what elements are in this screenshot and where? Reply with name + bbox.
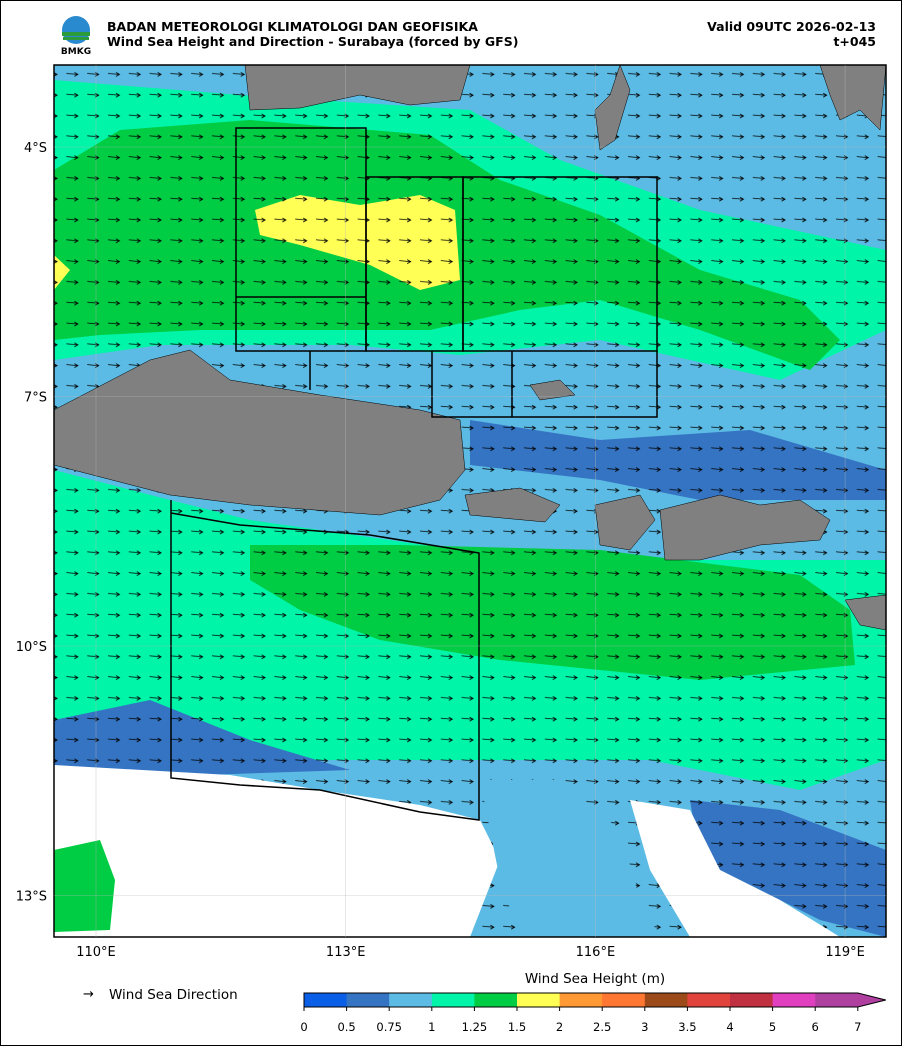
- colorbar-tick-label: 2.5: [593, 1020, 611, 1034]
- colorbar-swatch: [772, 993, 816, 1007]
- title: Wind Sea Height and Direction - Surabaya…: [107, 34, 518, 49]
- map: [54, 65, 886, 937]
- colorbar-swatch: [602, 993, 646, 1007]
- colorbar-outline: [303, 992, 886, 1008]
- valid-time: Valid 09UTC 2026-02-13: [707, 19, 876, 34]
- colorbar-tick-label: 0: [300, 1020, 307, 1034]
- colorbar-tick-label: 5: [769, 1020, 776, 1034]
- colorbar-swatch: [730, 993, 774, 1007]
- lat-label: 10°S: [16, 640, 47, 655]
- colorbar-extend: [857, 993, 886, 1007]
- colorbar-tick-label: 6: [812, 1020, 819, 1034]
- colorbar-tick-label: 7: [854, 1020, 861, 1034]
- logo-text: BMKG: [61, 47, 91, 57]
- lat-label: 4°S: [24, 141, 47, 156]
- colorbar: 0 0.5 0.75 1 1.25 1.5 2 2.5 3 3.5 4 5 6 7: [300, 992, 886, 1034]
- colorbar-swatch: [346, 993, 390, 1007]
- colorbar-swatch: [474, 993, 518, 1007]
- colorbar-tick-label: 3.5: [678, 1020, 696, 1034]
- colorbar-tick-label: 3: [641, 1020, 648, 1034]
- lon-label: 113°E: [326, 945, 366, 960]
- colorbar-title: Wind Sea Height (m): [525, 971, 665, 987]
- colorbar-swatch: [644, 993, 688, 1007]
- lat-label: 7°S: [24, 391, 47, 406]
- forecast-step: t+045: [833, 34, 876, 49]
- colorbar-tick-label: 1: [428, 1020, 435, 1034]
- colorbar-tick-label: 1.5: [508, 1020, 526, 1034]
- colorbar-swatch: [815, 993, 859, 1007]
- colorbar-swatch: [431, 993, 475, 1007]
- colorbar-tick-label: 2: [556, 1020, 563, 1034]
- axes: 4°S 7°S 10°S 13°S 110°E 113°E 116°E 119°E: [16, 65, 886, 960]
- colorbar-tick-label: 4: [726, 1020, 733, 1034]
- colorbar-swatch: [559, 993, 603, 1007]
- colorbar-swatch: [389, 993, 433, 1007]
- direction-label: Wind Sea Direction: [109, 987, 238, 1003]
- lon-label: 110°E: [76, 945, 116, 960]
- colorbar-swatch: [304, 993, 348, 1007]
- logo: BMKG: [61, 16, 91, 57]
- colorbar-tick-label: 0.75: [376, 1020, 402, 1034]
- colorbar-swatch: [517, 993, 561, 1007]
- lon-label: 119°E: [825, 945, 865, 960]
- colorbar-tick-label: 1.25: [462, 1020, 488, 1034]
- direction-arrow: →: [83, 987, 94, 1002]
- colorbar-tick-label: 0.5: [337, 1020, 355, 1034]
- colorbar-swatch: [687, 993, 731, 1007]
- lon-label: 116°E: [576, 945, 616, 960]
- map-frame: [53, 64, 887, 938]
- agency: BADAN METEOROLOGI KLIMATOLOGI DAN GEOFIS…: [107, 19, 478, 34]
- lat-label: 13°S: [16, 890, 47, 905]
